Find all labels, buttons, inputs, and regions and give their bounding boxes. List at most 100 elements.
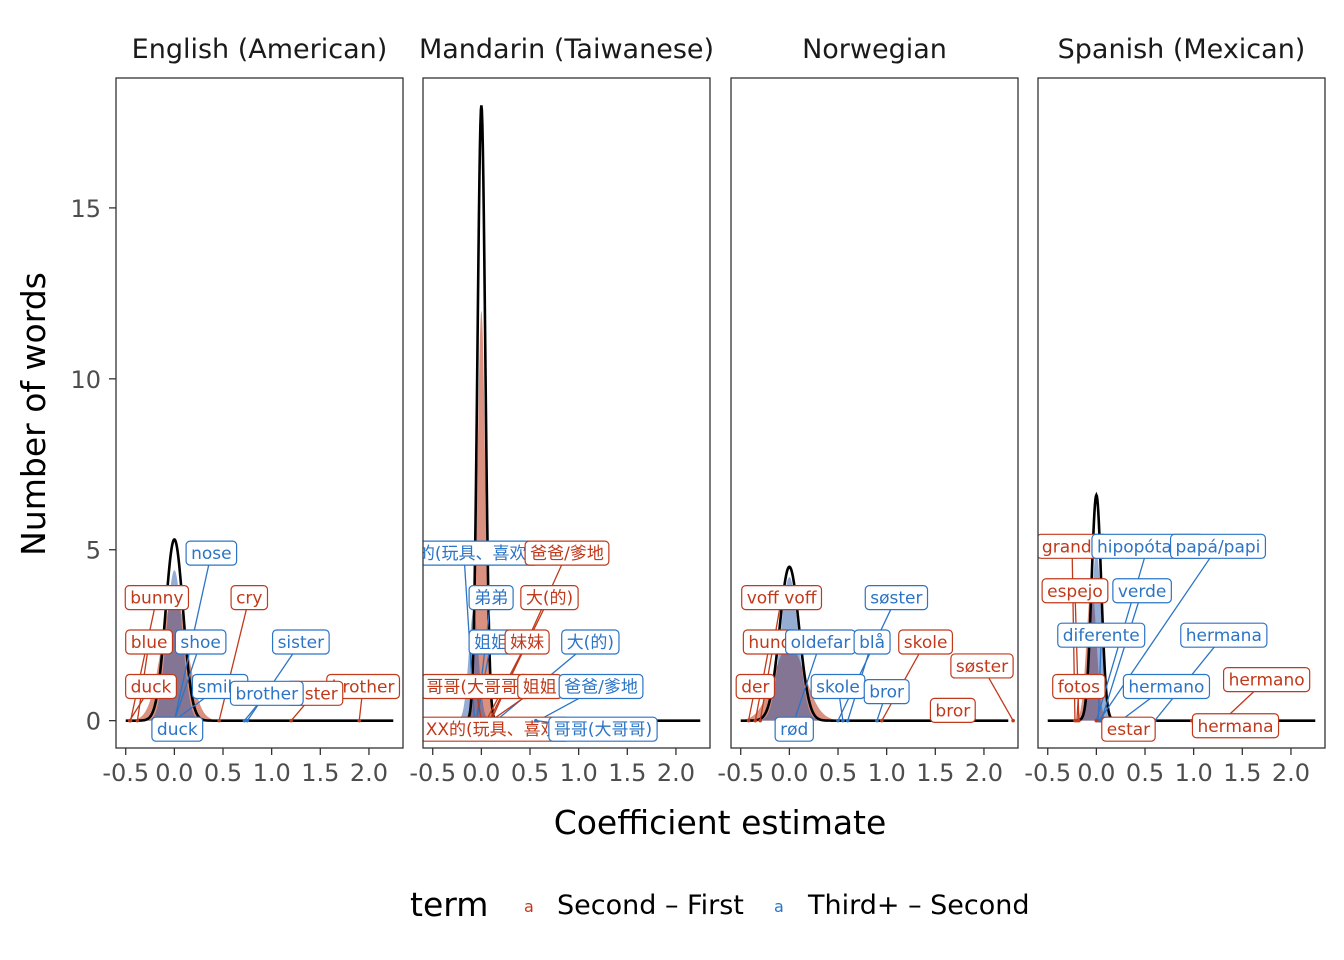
legend: term a Second – First a Third+ – Second <box>410 885 1030 924</box>
word-label-text: sister <box>278 633 325 653</box>
word-label-text: brother <box>235 684 298 704</box>
word-label-box <box>1052 673 1106 700</box>
word-label-box <box>774 716 814 742</box>
word-label-text: der <box>741 677 769 697</box>
density-second-first <box>740 645 1009 721</box>
word-label: 哥哥(大哥哥) <box>548 716 658 742</box>
word-label: voff voff <box>741 584 823 611</box>
panel-border <box>115 77 404 749</box>
word-label: brother <box>326 673 401 700</box>
word-label-box <box>864 584 929 611</box>
word-label: fotos <box>1052 673 1106 700</box>
label-leader <box>1098 545 1219 722</box>
word-label: blue <box>125 629 174 655</box>
word-label: 爸爸/爹地 <box>558 673 644 700</box>
word-label-text: hermano <box>1128 677 1204 697</box>
word-label: bror <box>929 697 976 723</box>
word-label: blå <box>853 629 891 655</box>
word-label-box <box>125 673 178 700</box>
x-tick-label: 0.5 <box>204 759 242 787</box>
panel-3: Spanish (Mexican)grandehipopótamopapá/pa… <box>1024 34 1326 787</box>
panel-border <box>422 77 711 749</box>
word-label-box <box>1191 713 1280 739</box>
word-label: hermano <box>1122 673 1211 700</box>
x-tick-label: 2.0 <box>1272 759 1310 787</box>
label-point <box>758 718 762 723</box>
word-label-text: shoe <box>180 633 221 653</box>
panel-title: Mandarin (Taiwanese) <box>419 34 714 65</box>
word-label-text: hermano <box>1229 671 1305 691</box>
x-tick-label: 1.5 <box>1223 759 1261 787</box>
word-label: søster <box>950 653 1014 679</box>
word-label: bunny <box>124 584 190 611</box>
label-leader <box>759 597 783 721</box>
word-label: hund <box>742 629 798 655</box>
word-label: skole <box>810 673 866 700</box>
word-label: 爸爸/爹地 <box>524 540 610 566</box>
word-label-box <box>1180 622 1268 648</box>
word-label-text: verde <box>1118 582 1166 602</box>
label-point <box>746 718 751 723</box>
label-point <box>845 718 850 723</box>
word-label-text: diferente <box>1063 626 1140 646</box>
word-label: nose <box>185 540 238 566</box>
word-label-box <box>1169 533 1267 559</box>
word-label-text: hermana <box>1186 626 1262 646</box>
density-total-line <box>125 537 394 722</box>
word-label-text: duck <box>157 720 198 740</box>
word-label-text: 爸爸/爹地 <box>530 544 604 564</box>
x-tick-label: 0.0 <box>1077 759 1115 787</box>
word-label-box <box>468 584 514 611</box>
label-leader <box>793 641 822 721</box>
label-point <box>127 718 132 723</box>
word-label: 姐姐 <box>517 673 563 700</box>
word-label-box <box>558 673 644 700</box>
word-label: duck <box>151 716 204 742</box>
word-label-text: 大(的) <box>567 633 614 653</box>
word-label: duck <box>125 673 178 700</box>
word-label-text: XX的(玩具、喜欢) <box>395 544 534 564</box>
word-label-text: hermana <box>1197 717 1273 737</box>
label-leader <box>129 597 158 721</box>
word-label-text: espejo <box>1047 582 1103 602</box>
word-label: der <box>735 673 776 700</box>
label-point <box>245 718 250 723</box>
x-axis-title: Coefficient estimate <box>554 803 887 842</box>
word-label: 弟弟 <box>468 584 514 611</box>
legend-key-third-second: a <box>774 897 784 916</box>
word-label-box <box>229 680 304 706</box>
word-label-text: bror <box>935 701 970 721</box>
word-label-box <box>548 716 658 742</box>
label-point <box>753 718 758 723</box>
word-label: 大(的) <box>520 584 579 611</box>
word-label-box <box>174 629 227 655</box>
word-label-text: 姐姐 <box>523 677 557 697</box>
word-label-text: fotos <box>1058 677 1100 697</box>
word-label: brother <box>229 680 304 706</box>
word-label-text: 弟弟 <box>474 589 508 609</box>
word-label-box <box>504 629 550 655</box>
label-point <box>1075 718 1079 723</box>
x-tick-label: 0.5 <box>511 759 549 787</box>
panel-title: English (American) <box>132 34 388 65</box>
y-tick-label: 15 <box>70 195 101 223</box>
word-label: shoe <box>174 629 227 655</box>
word-label: sister <box>271 629 330 655</box>
label-point <box>1094 718 1099 723</box>
word-label-text: 哥哥(大哥哥) <box>554 720 652 740</box>
x-tick-label: 1.5 <box>608 759 646 787</box>
word-label: skole <box>898 629 954 655</box>
x-tick-label: 1.0 <box>868 759 906 787</box>
word-label: cry <box>230 584 269 611</box>
x-tick-label: 1.0 <box>1175 759 1213 787</box>
label-leader <box>173 641 202 721</box>
word-label: estar <box>1101 716 1156 742</box>
word-label-box <box>230 584 269 611</box>
word-label-box <box>1057 622 1146 648</box>
y-tick-label: 5 <box>86 537 101 565</box>
word-label-text: blue <box>131 633 168 653</box>
word-label-text: duck <box>131 677 172 697</box>
word-label-box <box>863 678 910 705</box>
